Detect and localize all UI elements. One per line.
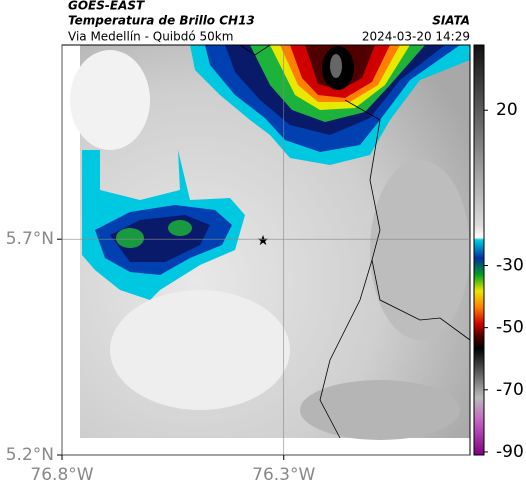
source: SIATA (432, 14, 470, 28)
colorbar-tick-label: -70 (496, 380, 524, 400)
route: Via Medellín - Quibdó 50km (68, 30, 233, 44)
lat-tick-label: 5.2°N (6, 445, 54, 465)
colorbar-tick-label: -90 (496, 442, 524, 462)
product: Temperatura de Brillo CH13 (68, 14, 255, 28)
colorbar-tick-label: -30 (496, 256, 524, 276)
header: GOES-EAST Temperatura de Brillo CH13 SIA… (68, 0, 470, 44)
colorbar-tick-label: 20 (496, 100, 518, 120)
lon-tick-label: 76.8°W (30, 465, 93, 485)
datetime: 2024-03-20 14:29 (362, 30, 470, 44)
location-star: ★ (257, 233, 270, 249)
colorbar (473, 44, 485, 456)
lat-tick-label: 5.7°N (6, 229, 54, 249)
imagery: ★ (70, 44, 471, 440)
satellite: GOES-EAST (68, 0, 145, 13)
lon-tick-label: 76.3°W (252, 465, 315, 485)
colorbar-tick-label: -50 (496, 318, 524, 338)
axes: 5.7°N 5.2°N76.8°W 76.3°W 20 -30 -50 -70 -90 (6, 45, 524, 485)
